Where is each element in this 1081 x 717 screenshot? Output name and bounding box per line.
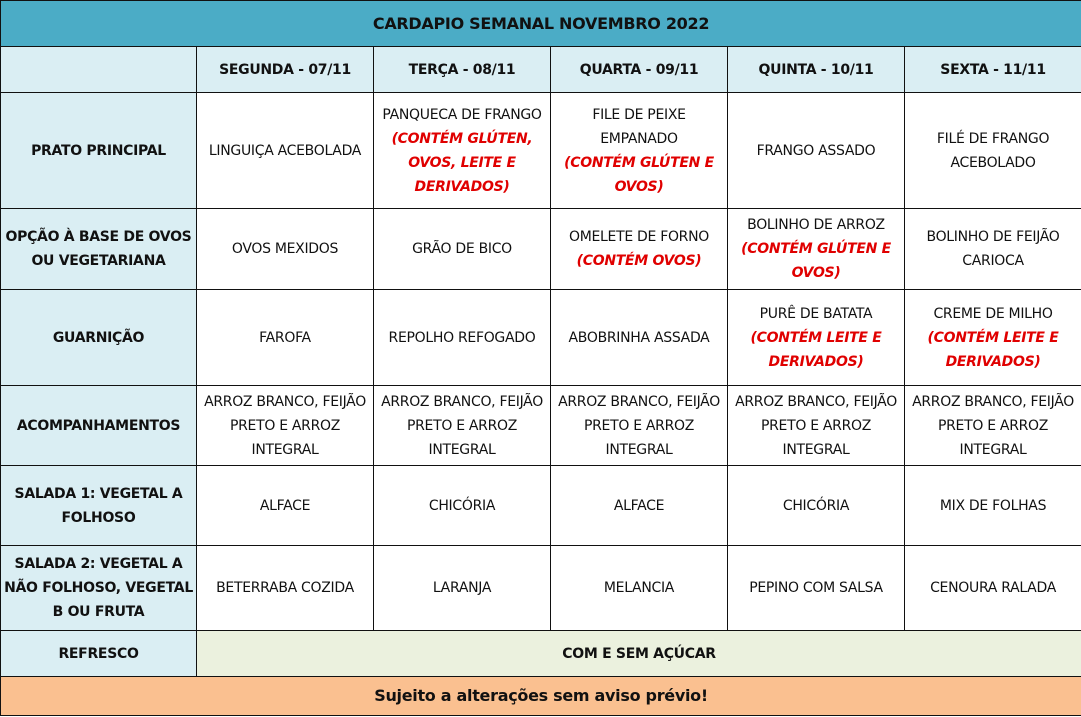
- menu-cell: BETERRABA COZIDA: [196, 545, 374, 631]
- row-label: ACOMPANHAMENTOS: [0, 385, 197, 466]
- menu-cell: CHICÓRIA: [373, 465, 551, 546]
- dish-name: ARROZ BRANCO, FEIJÃO PRETO E ARROZ INTEG…: [912, 393, 1074, 458]
- refresco-value: COM E SEM AÇÚCAR: [195, 630, 1081, 677]
- menu-cell: LINGUIÇA ACEBOLADA: [196, 92, 374, 209]
- menu-cell: BOLINHO DE FEIJÃO CARIOCA: [903, 208, 1081, 290]
- allergen-warning: (CONTÉM LEITE E DERIVADOS): [750, 329, 882, 370]
- menu-cell: CHICÓRIA: [727, 465, 905, 546]
- dish-name: GRÃO DE BICO: [412, 241, 512, 257]
- allergen-warning: (CONTÉM GLÚTEN E OVOS): [741, 241, 891, 281]
- dish-name: ARROZ BRANCO, FEIJÃO PRETO E ARROZ INTEG…: [204, 393, 366, 458]
- allergen-warning: (CONTÉM GLÚTEN, OVOS, LEITE E DERIVADOS): [391, 130, 533, 195]
- menu-cell: CENOURA RALADA: [903, 545, 1081, 631]
- dish-name: ARROZ BRANCO, FEIJÃO PRETO E ARROZ INTEG…: [381, 393, 543, 458]
- dish-name: LINGUIÇA ACEBOLADA: [208, 142, 362, 159]
- dish-name: PURÊ DE BATATA: [759, 305, 873, 322]
- menu-cell: FAROFA: [196, 289, 374, 386]
- menu-cell: ARROZ BRANCO, FEIJÃO PRETO E ARROZ INTEG…: [903, 385, 1081, 466]
- allergen-warning: (CONTÉM LEITE E DERIVADOS): [927, 329, 1059, 370]
- dish-name: LARANJA: [432, 580, 492, 596]
- row-label: PRATO PRINCIPAL: [0, 92, 197, 209]
- corner-cell: [0, 46, 197, 93]
- menu-cell: ABOBRINHA ASSADA: [550, 289, 728, 386]
- dish-name: PEPINO COM SALSA: [749, 580, 883, 596]
- dish-name: ALFACE: [259, 497, 311, 514]
- footer-notice: Sujeito a alterações sem aviso prévio!: [0, 676, 1081, 716]
- dish-name: FAROFA: [259, 329, 311, 346]
- menu-cell: BOLINHO DE ARROZ (CONTÉM GLÚTEN E OVOS): [727, 208, 905, 290]
- allergen-warning: (CONTÉM GLÚTEN E OVOS): [564, 154, 714, 195]
- menu-cell: GRÃO DE BICO: [373, 208, 551, 290]
- menu-cell: LARANJA: [373, 545, 551, 631]
- dish-name: CREME DE MILHO: [933, 305, 1053, 322]
- row-label: SALADA 2: VEGETAL A NÃO FOLHOSO, VEGETAL…: [0, 545, 197, 631]
- dish-name: OMELETE DE FORNO: [568, 229, 709, 245]
- menu-cell: OVOS MEXIDOS: [196, 208, 374, 290]
- menu-cell: FILE DE PEIXE EMPANADO (CONTÉM GLÚTEN E O…: [550, 92, 728, 209]
- dish-name: CHICÓRIA: [782, 497, 850, 514]
- day-header: SEXTA - 11/11: [903, 46, 1081, 93]
- menu-cell: PEPINO COM SALSA: [727, 545, 905, 631]
- menu-cell: ALFACE: [550, 465, 728, 546]
- dish-name: BOLINHO DE ARROZ: [747, 217, 885, 233]
- menu-row: ACOMPANHAMENTOS ARROZ BRANCO, FEIJÃO PRET…: [0, 385, 1081, 466]
- menu-row: PRATO PRINCIPAL LINGUIÇA ACEBOLADA PANQUEC…: [0, 92, 1081, 209]
- dish-name: ARROZ BRANCO, FEIJÃO PRETO E ARROZ INTEG…: [558, 393, 720, 458]
- menu-cell: ALFACE: [196, 465, 374, 546]
- dish-name: BETERRABA COZIDA: [216, 580, 354, 596]
- menu-row: OPÇÃO À BASE DE OVOS OU VEGETARIANA OVOS …: [0, 208, 1081, 290]
- dish-name: ABOBRINHA ASSADA: [568, 329, 710, 346]
- menu-cell: ARROZ BRANCO, FEIJÃO PRETO E ARROZ INTEG…: [727, 385, 905, 466]
- menu-cell: MELANCIA: [550, 545, 728, 631]
- menu-cell: ARROZ BRANCO, FEIJÃO PRETO E ARROZ INTEG…: [373, 385, 551, 466]
- menu-cell: MIX DE FOLHAS: [903, 465, 1081, 546]
- dish-name: CHICÓRIA: [428, 497, 496, 514]
- menu-cell: OMELETE DE FORNO (CONTÉM OVOS): [550, 208, 728, 290]
- dish-name: OVOS MEXIDOS: [231, 241, 339, 257]
- dish-name: PANQUECA DE FRANGO: [382, 106, 542, 123]
- day-header: SEGUNDA - 07/11: [196, 46, 374, 93]
- allergen-warning: (CONTÉM OVOS): [576, 253, 702, 269]
- day-header: QUINTA - 10/11: [727, 46, 905, 93]
- dish-name: CENOURA RALADA: [930, 580, 1056, 596]
- dish-name: FILÉ DE FRANGO ACEBOLADO: [936, 130, 1050, 171]
- menu-cell: PURÊ DE BATATA (CONTÉM LEITE E DERIVADOS): [727, 289, 905, 386]
- day-header: QUARTA - 09/11: [550, 46, 728, 93]
- menu-cell: FILÉ DE FRANGO ACEBOLADO: [903, 92, 1081, 209]
- menu-cell: ARROZ BRANCO, FEIJÃO PRETO E ARROZ INTEG…: [196, 385, 374, 466]
- menu-row: SALADA 2: VEGETAL A NÃO FOLHOSO, VEGETAL…: [0, 545, 1081, 631]
- menu-row: GUARNIÇÃO FAROFA REPOLHO REFOGADO ABOBRINHA…: [0, 289, 1081, 386]
- menu-cell: ARROZ BRANCO, FEIJÃO PRETO E ARROZ INTEG…: [550, 385, 728, 466]
- dish-name: ARROZ BRANCO, FEIJÃO PRETO E ARROZ INTEG…: [735, 393, 897, 458]
- menu-row: SALADA 1: VEGETAL A FOLHOSO ALFACE CHICÓRI…: [0, 465, 1081, 546]
- dish-name: BOLINHO DE FEIJÃO CARIOCA: [926, 229, 1060, 269]
- row-label: OPÇÃO À BASE DE OVOS OU VEGETARIANA: [0, 208, 197, 290]
- refresco-label: REFRESCO: [0, 630, 197, 677]
- menu-cell: FRANGO ASSADO: [727, 92, 905, 209]
- menu-cell: PANQUECA DE FRANGO (CONTÉM GLÚTEN, OVOS, …: [373, 92, 551, 209]
- day-header: TERÇA - 08/11: [373, 46, 551, 93]
- dish-name: FRANGO ASSADO: [756, 142, 876, 159]
- dish-name: MELANCIA: [603, 580, 675, 596]
- row-label: GUARNIÇÃO: [0, 289, 197, 386]
- menu-title: CARDAPIO SEMANAL NOVEMBRO 2022: [0, 0, 1081, 47]
- dish-name: ALFACE: [613, 497, 665, 514]
- menu-cell: REPOLHO REFOGADO: [373, 289, 551, 386]
- row-label: SALADA 1: VEGETAL A FOLHOSO: [0, 465, 197, 546]
- menu-cell: CREME DE MILHO (CONTÉM LEITE E DERIVADOS): [903, 289, 1081, 386]
- dish-name: FILE DE PEIXE EMPANADO: [592, 106, 686, 147]
- dish-name: MIX DE FOLHAS: [939, 497, 1047, 514]
- dish-name: REPOLHO REFOGADO: [388, 329, 536, 346]
